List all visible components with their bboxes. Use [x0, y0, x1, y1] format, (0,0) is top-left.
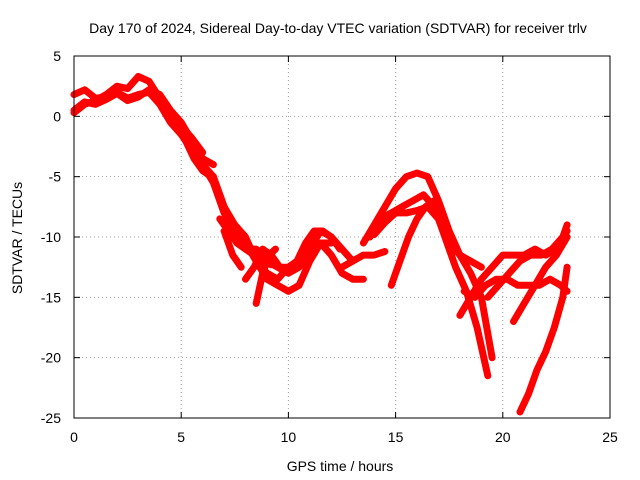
x-tick-label: 20: [495, 429, 511, 445]
series-arc-10: [252, 245, 279, 307]
y-axis-title: SDTVAR / TECUs: [9, 182, 25, 294]
series-arc-8: [220, 227, 245, 271]
series-arc-17: [460, 275, 571, 301]
series-arc-6: [209, 173, 335, 295]
x-tick-label: 10: [281, 429, 297, 445]
chart-title: Day 170 of 2024, Sidereal Day-to-day VTE…: [89, 20, 587, 36]
y-tick-label: -5: [49, 169, 62, 185]
y-tick-label: 0: [53, 108, 61, 124]
grid: [74, 56, 610, 418]
series-arc-19: [510, 233, 571, 325]
series-arc-18: [484, 221, 571, 301]
x-tick-label: 5: [177, 429, 185, 445]
y-tick-label: 5: [53, 48, 61, 64]
series-arc-20: [516, 263, 571, 416]
series-arc-15: [387, 197, 447, 289]
y-tick-label: -10: [41, 229, 61, 245]
x-tick-label: 25: [602, 429, 618, 445]
y-tick-label: -20: [41, 350, 61, 366]
x-tick-label: 0: [70, 429, 78, 445]
series-layer: [70, 73, 571, 416]
series-arc-12: [359, 169, 496, 362]
x-tick-label: 15: [388, 429, 404, 445]
series-arc-9: [242, 227, 344, 283]
x-axis-title: GPS time / hours: [287, 458, 394, 474]
series-arc-7: [216, 215, 275, 269]
series-arc-11: [338, 248, 389, 271]
axes: 0 5 10 15 20 25 -25 -20 -15 -10 -5 0 5: [41, 48, 618, 445]
plot-frame: [73, 55, 611, 419]
y-tick-label: -25: [41, 410, 61, 426]
y-tick-label: -15: [41, 289, 61, 305]
